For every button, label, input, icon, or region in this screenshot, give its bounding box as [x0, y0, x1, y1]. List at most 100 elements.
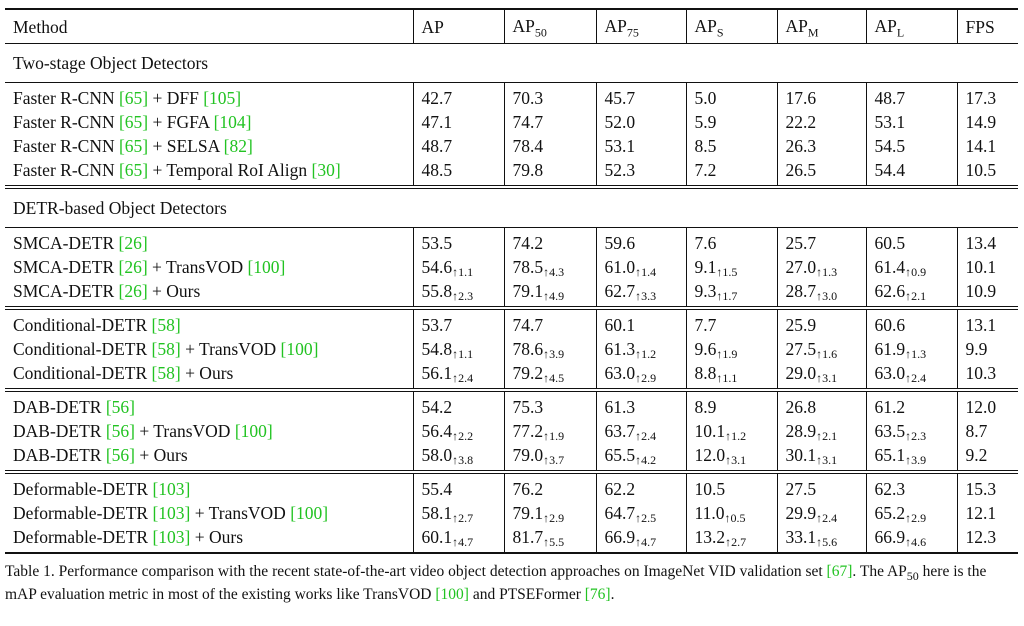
citation-link[interactable]: [100] [290, 503, 329, 523]
column-header-label: AP [604, 16, 627, 37]
value-cell: 78.6↑3.9 [503, 337, 596, 361]
value-cell: 26.5 [776, 158, 866, 187]
delta-subscript: ↑1.9 [543, 429, 565, 443]
value: 17.3 [965, 88, 997, 108]
method-text: Deformable-DETR [13, 527, 153, 547]
method-text: DAB-DETR [13, 397, 106, 417]
method-cell: DAB-DETR [56] + Ours [5, 443, 413, 472]
method-text: + Ours [147, 281, 201, 301]
value: 79.0 [512, 445, 544, 465]
citation-link[interactable]: [67] [826, 563, 853, 580]
citation-link[interactable]: [56] [105, 397, 135, 417]
value: 7.7 [694, 315, 717, 335]
value: 63.5 [874, 421, 906, 441]
table-row: Deformable-DETR [103] 55.4 76.2 62.2 10.5 27.… [5, 472, 1018, 501]
citation-link[interactable]: [30] [311, 160, 341, 180]
value: 79.1 [512, 281, 544, 301]
delta-subscript: ↑2.9 [905, 511, 927, 525]
citation-link[interactable]: [65] [118, 112, 149, 132]
value: 54.5 [874, 136, 906, 156]
header-row: Method AP AP50 AP75 APS APM APL FPS [5, 9, 1018, 44]
method-text: + SELSA [148, 136, 224, 156]
citation-link[interactable]: [56] [105, 421, 135, 441]
citation-link[interactable]: [103] [152, 527, 191, 547]
value: 61.3 [604, 339, 636, 359]
delta-subscript: ↑2.1 [816, 429, 838, 443]
citation-link[interactable]: [65] [118, 160, 149, 180]
value-cell: 52.3 [595, 158, 686, 187]
citation-link[interactable]: [26] [118, 281, 148, 301]
value-cell: 28.7↑3.0 [776, 279, 866, 308]
citation-link[interactable]: [76] [584, 586, 611, 603]
row-group: Deformable-DETR [103] 55.4 76.2 62.2 10.5 27.… [5, 472, 1018, 553]
method-text: Conditional-DETR [13, 315, 152, 335]
value-cell: 59.6 [595, 227, 686, 255]
citation-link[interactable]: [100] [234, 421, 273, 441]
value-cell: 8.5 [685, 134, 777, 158]
value-cell: 10.5 [956, 158, 1018, 187]
citation-link[interactable]: [100] [435, 586, 469, 603]
value: 10.1 [694, 421, 726, 441]
value: 75.3 [512, 397, 544, 417]
method-text: Faster R-CNN [13, 112, 119, 132]
value: 8.7 [965, 421, 988, 441]
value-cell: 8.9 [685, 390, 777, 419]
column-header-label: AP [874, 16, 897, 37]
value: 33.1 [785, 527, 817, 547]
citation-link[interactable]: [82] [223, 136, 253, 156]
value: 79.8 [512, 160, 544, 180]
citation-link[interactable]: [58] [151, 339, 181, 359]
delta-subscript: ↑1.6 [816, 347, 838, 361]
citation-link[interactable]: [58] [151, 363, 181, 383]
value-cell: 48.7 [412, 134, 504, 158]
method-text: Faster R-CNN [13, 160, 119, 180]
value-cell: 70.3 [503, 82, 596, 110]
table-row: Faster R-CNN [65] + FGFA [104] 47.1 74.7 52… [5, 110, 1018, 134]
table-row: SMCA-DETR [26] + TransVOD [100] 54.6↑1.1 7… [5, 255, 1018, 279]
value: 28.9 [785, 421, 817, 441]
citation-link[interactable]: [26] [118, 257, 148, 277]
citation-link[interactable]: [100] [280, 339, 319, 359]
value: 42.7 [421, 88, 453, 108]
section-title: Two-stage Object Detectors [5, 43, 1018, 83]
method-cell: Deformable-DETR [103] [5, 472, 413, 501]
value-cell: 22.2 [776, 110, 866, 134]
method-cell: SMCA-DETR [26] + TransVOD [100] [5, 255, 413, 279]
citation-link[interactable]: [26] [118, 233, 148, 253]
value-cell: 53.1 [595, 134, 686, 158]
method-cell: DAB-DETR [56] [5, 390, 413, 419]
citation-link[interactable]: [56] [105, 445, 135, 465]
value-cell: 81.7↑5.5 [503, 525, 596, 553]
method-cell: Conditional-DETR [58] + Ours [5, 361, 413, 390]
value-cell: 65.2↑2.9 [865, 501, 957, 525]
citation-link[interactable]: [100] [247, 257, 286, 277]
method-cell: Conditional-DETR [58] [5, 308, 413, 337]
delta-subscript: ↑4.7 [635, 535, 657, 549]
value-cell: 29.9↑2.4 [776, 501, 866, 525]
value-cell: 66.9↑4.7 [595, 525, 686, 553]
citation-link[interactable]: [103] [152, 503, 191, 523]
value: 66.9 [604, 527, 636, 547]
value-cell: 17.6 [776, 82, 866, 110]
value: 5.9 [694, 112, 717, 132]
value-cell: 26.8 [776, 390, 866, 419]
citation-link[interactable]: [103] [152, 479, 191, 499]
citation-link[interactable]: [104] [213, 112, 252, 132]
delta-subscript: ↑4.3 [543, 265, 565, 279]
citation-link[interactable]: [105] [203, 88, 242, 108]
row-group: Conditional-DETR [58] 53.7 74.7 60.1 7.7 25.9… [5, 308, 1018, 390]
delta-subscript: ↑1.4 [635, 265, 657, 279]
value: 22.2 [785, 112, 817, 132]
value: 61.3 [604, 397, 636, 417]
method-text: + DFF [148, 88, 204, 108]
value-cell: 58.0↑3.8 [412, 443, 504, 472]
value-cell: 62.6↑2.1 [865, 279, 957, 308]
delta-subscript: ↑2.5 [635, 511, 657, 525]
value-cell: 61.4↑0.9 [865, 255, 957, 279]
delta-subscript: ↑3.8 [452, 453, 474, 467]
value-cell: 60.1↑4.7 [412, 525, 504, 553]
citation-link[interactable]: [65] [118, 88, 149, 108]
citation-link[interactable]: [58] [151, 315, 181, 335]
citation-link[interactable]: [65] [118, 136, 149, 156]
value: 26.8 [785, 397, 817, 417]
